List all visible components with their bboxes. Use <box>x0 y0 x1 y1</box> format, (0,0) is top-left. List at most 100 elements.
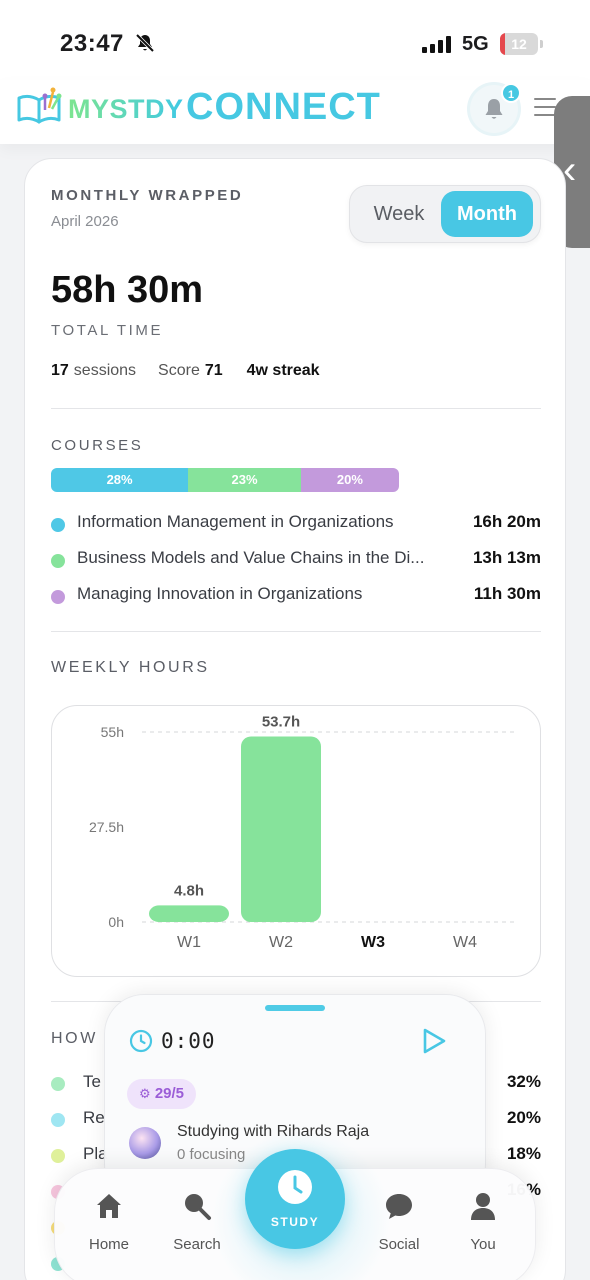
bar-value-label: 53.7h <box>262 713 300 730</box>
divider <box>51 631 541 632</box>
course-item[interactable]: Information Management in Organizations … <box>51 512 541 536</box>
bar-value-label: 4.8h <box>174 882 204 899</box>
course-time: 13h 13m <box>472 548 541 567</box>
how-name: Pla <box>83 1144 108 1163</box>
how-item: Re 20% <box>51 1108 541 1132</box>
course-color-dot <box>51 518 65 532</box>
course-bar-segment: 23% <box>188 468 301 492</box>
logo-text-connect: CONNECT <box>186 86 381 128</box>
status-time: 23:47 <box>60 30 124 57</box>
course-time: 16h 20m <box>472 512 541 531</box>
wrapped-kicker: MONTHLY WRAPPED <box>51 187 244 204</box>
how-name: Te <box>83 1072 101 1091</box>
courses-heading: COURSES <box>51 437 144 454</box>
score-value: 71 <box>204 362 223 379</box>
nav-home[interactable]: Home <box>69 1191 149 1253</box>
weekly-hours-heading: WEEKLY HOURS <box>51 659 210 676</box>
course-item[interactable]: Managing Innovation in Organizations 11h… <box>51 584 541 608</box>
nav-study-label: STUDY <box>270 1215 320 1229</box>
how-color-dot <box>51 1113 65 1127</box>
battery-icon: 12 <box>500 33 538 55</box>
nav-social-label: Social <box>378 1236 420 1253</box>
nav-search-label: Search <box>173 1236 221 1253</box>
bell-slash-icon <box>135 33 155 53</box>
weekly-hours-svg: 0h 27.5h 55h 4.8h W1 53.7h W2 W3 W4 <box>89 713 518 951</box>
home-icon <box>97 1194 121 1218</box>
how-heading: HOW <box>51 1030 98 1047</box>
menu-icon[interactable] <box>534 98 556 122</box>
nav-study-button[interactable]: STUDY <box>245 1149 345 1249</box>
clock-icon <box>129 1029 153 1053</box>
total-time-label: TOTAL TIME <box>51 322 164 339</box>
total-time-value: 58h 30m <box>51 269 204 311</box>
nav-you-label: You <box>470 1236 496 1253</box>
how-color-dot <box>51 1149 65 1163</box>
nav-home-label: Home <box>88 1236 129 1253</box>
logo-text-mystdy: MYSTDY <box>68 94 184 124</box>
x-tick-label: W3 <box>361 934 385 951</box>
signal-icon <box>422 35 451 53</box>
divider <box>51 408 541 409</box>
status-bar: 23:47 5G 12 <box>0 0 590 80</box>
play-icon[interactable] <box>421 1027 447 1055</box>
goal-chip-label: 29/5 <box>154 1085 185 1102</box>
course-name: Managing Innovation in Organizations <box>77 584 363 603</box>
drag-handle[interactable] <box>265 1005 325 1011</box>
toggle-week[interactable]: Week <box>373 203 425 225</box>
x-tick-label: W1 <box>177 934 201 951</box>
app-header: MYSTDY CONNECT 1 <box>0 80 590 144</box>
how-name: Re <box>83 1108 105 1127</box>
y-tick-label: 55h <box>101 724 124 740</box>
y-tick-label: 0h <box>108 914 124 930</box>
course-bar-segment: 28% <box>51 468 189 492</box>
gear-icon: ⚙ <box>139 1086 151 1101</box>
y-tick-label: 27.5h <box>89 819 124 835</box>
bell-icon <box>485 99 503 119</box>
bar-w1[interactable] <box>149 905 229 922</box>
focusing-count: 0 focusing <box>177 1146 246 1163</box>
x-tick-label: W4 <box>453 934 477 951</box>
weekly-hours-chart: 0h 27.5h 55h 4.8h W1 53.7h W2 W3 W4 <box>51 705 541 977</box>
course-time: 11h 30m <box>473 584 541 603</box>
bottom-navigation: Home Search STUDY Social You <box>54 1129 536 1280</box>
how-item: Te 32% <box>51 1072 541 1096</box>
battery-percent: 12 <box>511 36 527 52</box>
course-name: Business Models and Value Chains in the … <box>77 548 425 567</box>
book-logo-icon <box>17 87 62 124</box>
nav-social[interactable]: Social <box>359 1191 439 1253</box>
streak-value: 4w streak <box>246 362 320 379</box>
sessions-label: sessions <box>73 362 137 379</box>
course-color-dot <box>51 590 65 604</box>
clock-icon <box>278 1170 312 1204</box>
timer-count: 0:00 <box>161 1029 216 1053</box>
person-icon <box>471 1193 495 1220</box>
chevron-left-icon: ‹ <box>563 148 577 192</box>
course-color-dot <box>51 554 65 568</box>
course-share-bar: 28% 23% 20% <box>51 468 399 492</box>
avatar <box>129 1127 161 1159</box>
nav-you[interactable]: You <box>443 1191 523 1253</box>
course-name: Information Management in Organizations <box>77 512 394 531</box>
period-toggle: Week Month <box>349 185 541 243</box>
goal-chip[interactable]: ⚙ 29/5 <box>127 1079 197 1109</box>
studying-with-label: Studying with Rihards Raja <box>177 1123 370 1140</box>
how-pct: 32% <box>506 1072 541 1091</box>
bar-w2[interactable] <box>241 736 321 922</box>
course-bar-segment: 20% <box>300 468 399 492</box>
how-color-dot <box>51 1077 65 1091</box>
course-item[interactable]: Business Models and Value Chains in the … <box>51 548 541 572</box>
chat-bubble-icon <box>386 1194 412 1219</box>
x-tick-label: W2 <box>269 934 293 951</box>
wrapped-period: April 2026 <box>51 213 119 230</box>
notification-badge: 1 <box>501 83 521 103</box>
score-label: Score <box>158 362 200 379</box>
how-pct: 20% <box>506 1108 541 1127</box>
sessions-count: 17 <box>51 362 69 379</box>
network-type: 5G <box>462 33 489 55</box>
toggle-month[interactable]: Month <box>441 191 533 237</box>
search-icon <box>185 1194 211 1220</box>
how-pct: 18% <box>506 1144 541 1163</box>
how-item: Pla 18% <box>51 1144 541 1168</box>
summary-stats: 17 sessions Score 71 4w streak <box>51 362 320 380</box>
nav-search[interactable]: Search <box>157 1191 237 1253</box>
